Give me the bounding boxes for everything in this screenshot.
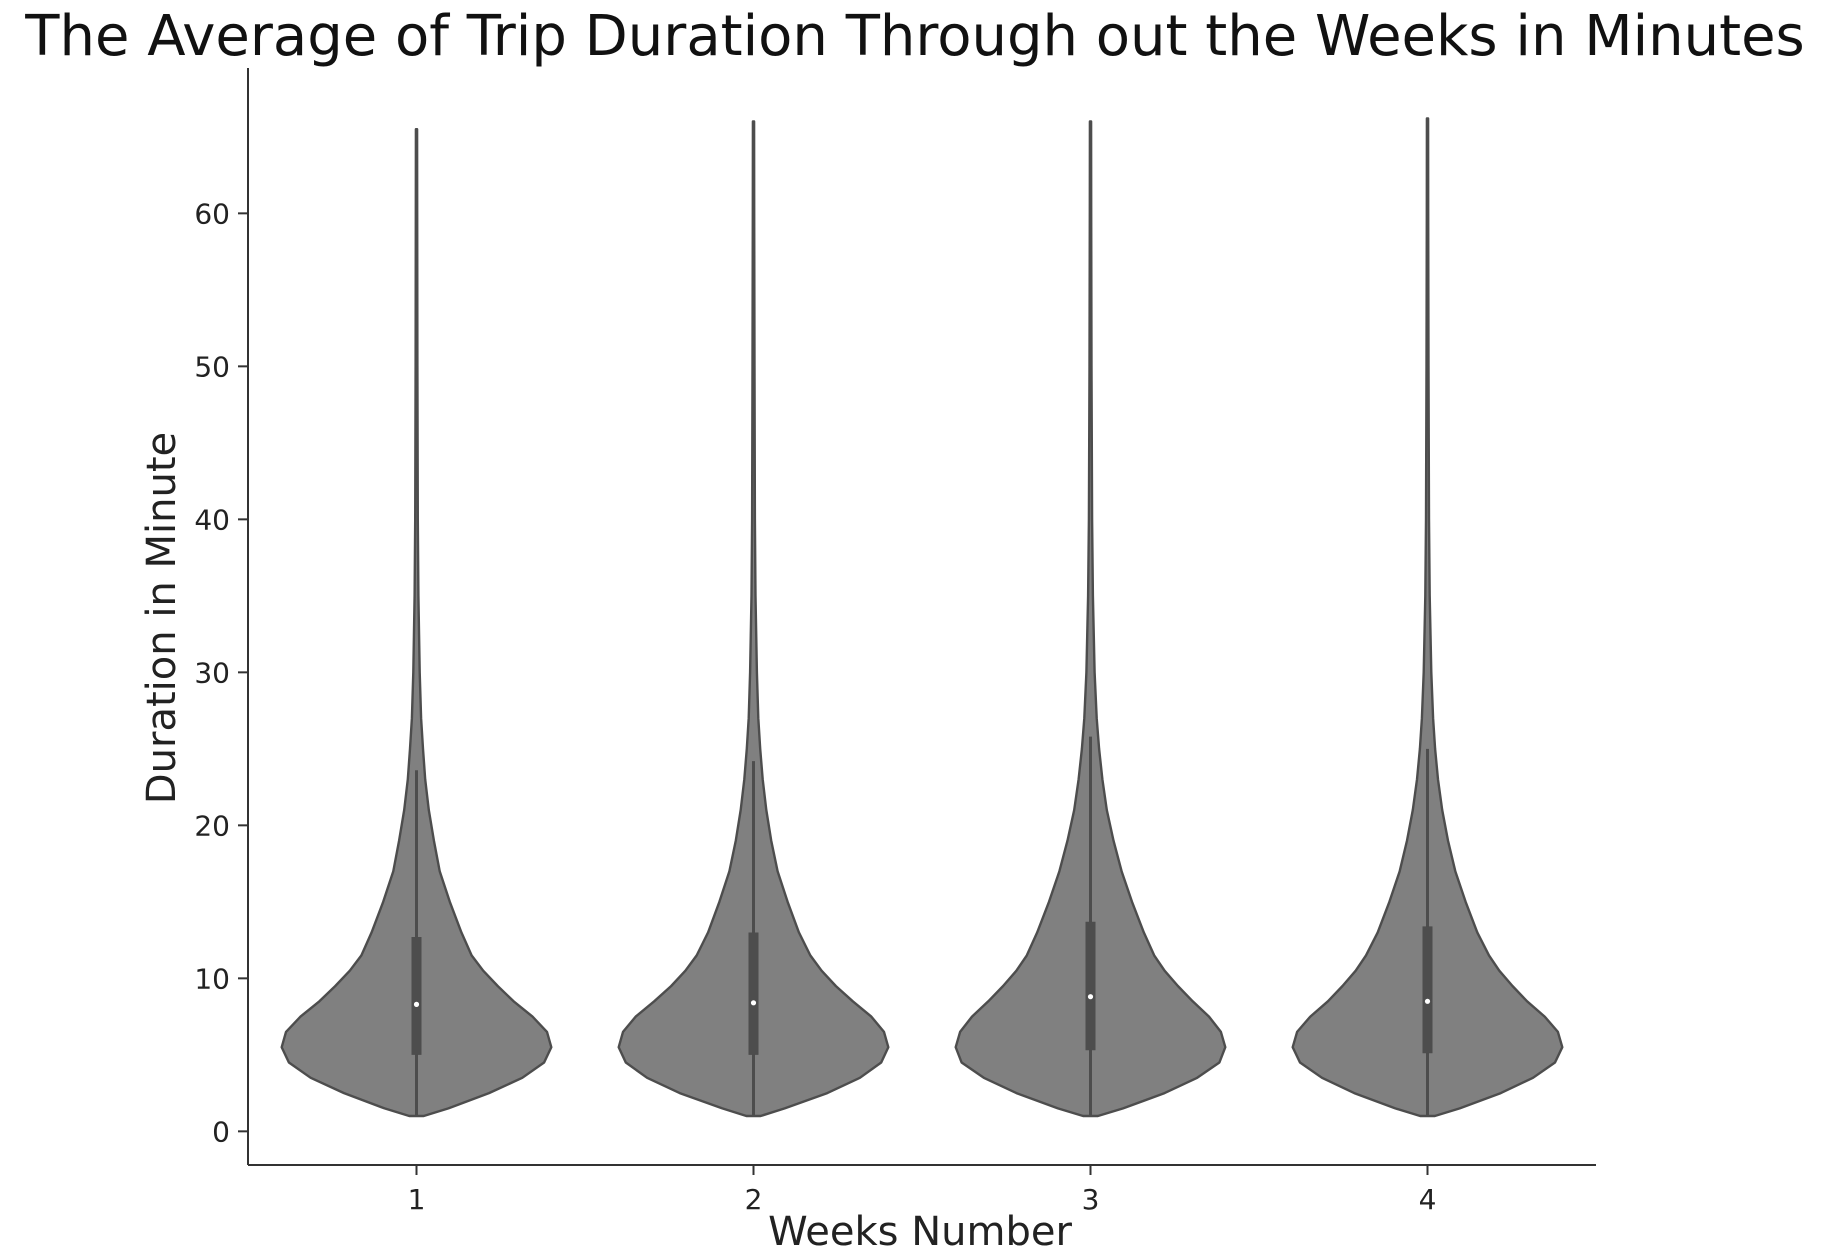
y-tick-label: 0 — [212, 1115, 230, 1148]
median-dot — [750, 1000, 757, 1006]
y-tick-label: 40 — [194, 503, 230, 536]
plot-area: 0 10 20 30 40 50 60 1 2 3 4 — [194, 68, 1596, 1216]
x-tick-label: 3 — [1082, 1183, 1100, 1216]
violins — [280, 117, 1564, 1118]
y-tick-label: 60 — [194, 197, 230, 230]
y-axis-ticks: 0 10 20 30 40 50 60 — [194, 197, 248, 1148]
median-dot — [1087, 994, 1094, 1000]
y-tick-label: 10 — [194, 962, 230, 995]
x-axis-ticks: 1 2 3 4 — [408, 1165, 1437, 1216]
x-tick-label: 2 — [745, 1183, 763, 1216]
y-axis-label: Duration in Minute — [139, 432, 185, 804]
y-tick-label: 50 — [194, 350, 230, 383]
median-dot — [413, 1001, 420, 1007]
violin-body — [280, 127, 553, 1118]
chart-title: The Average of Trip Duration Through out… — [24, 4, 1804, 69]
x-tick-label: 1 — [408, 1183, 426, 1216]
median-dot — [1424, 998, 1431, 1004]
y-tick-label: 30 — [194, 656, 230, 689]
x-axis-label: Weeks Number — [768, 1209, 1072, 1255]
violin-week-1 — [280, 127, 553, 1118]
violin-body — [617, 120, 890, 1118]
x-tick-label: 4 — [1419, 1183, 1437, 1216]
violin-body — [1291, 117, 1564, 1118]
violin-body — [954, 120, 1227, 1118]
y-tick-label: 20 — [194, 809, 230, 842]
violin-week-4 — [1291, 117, 1564, 1118]
violin-week-3 — [954, 120, 1227, 1118]
violin-week-2 — [617, 120, 890, 1118]
